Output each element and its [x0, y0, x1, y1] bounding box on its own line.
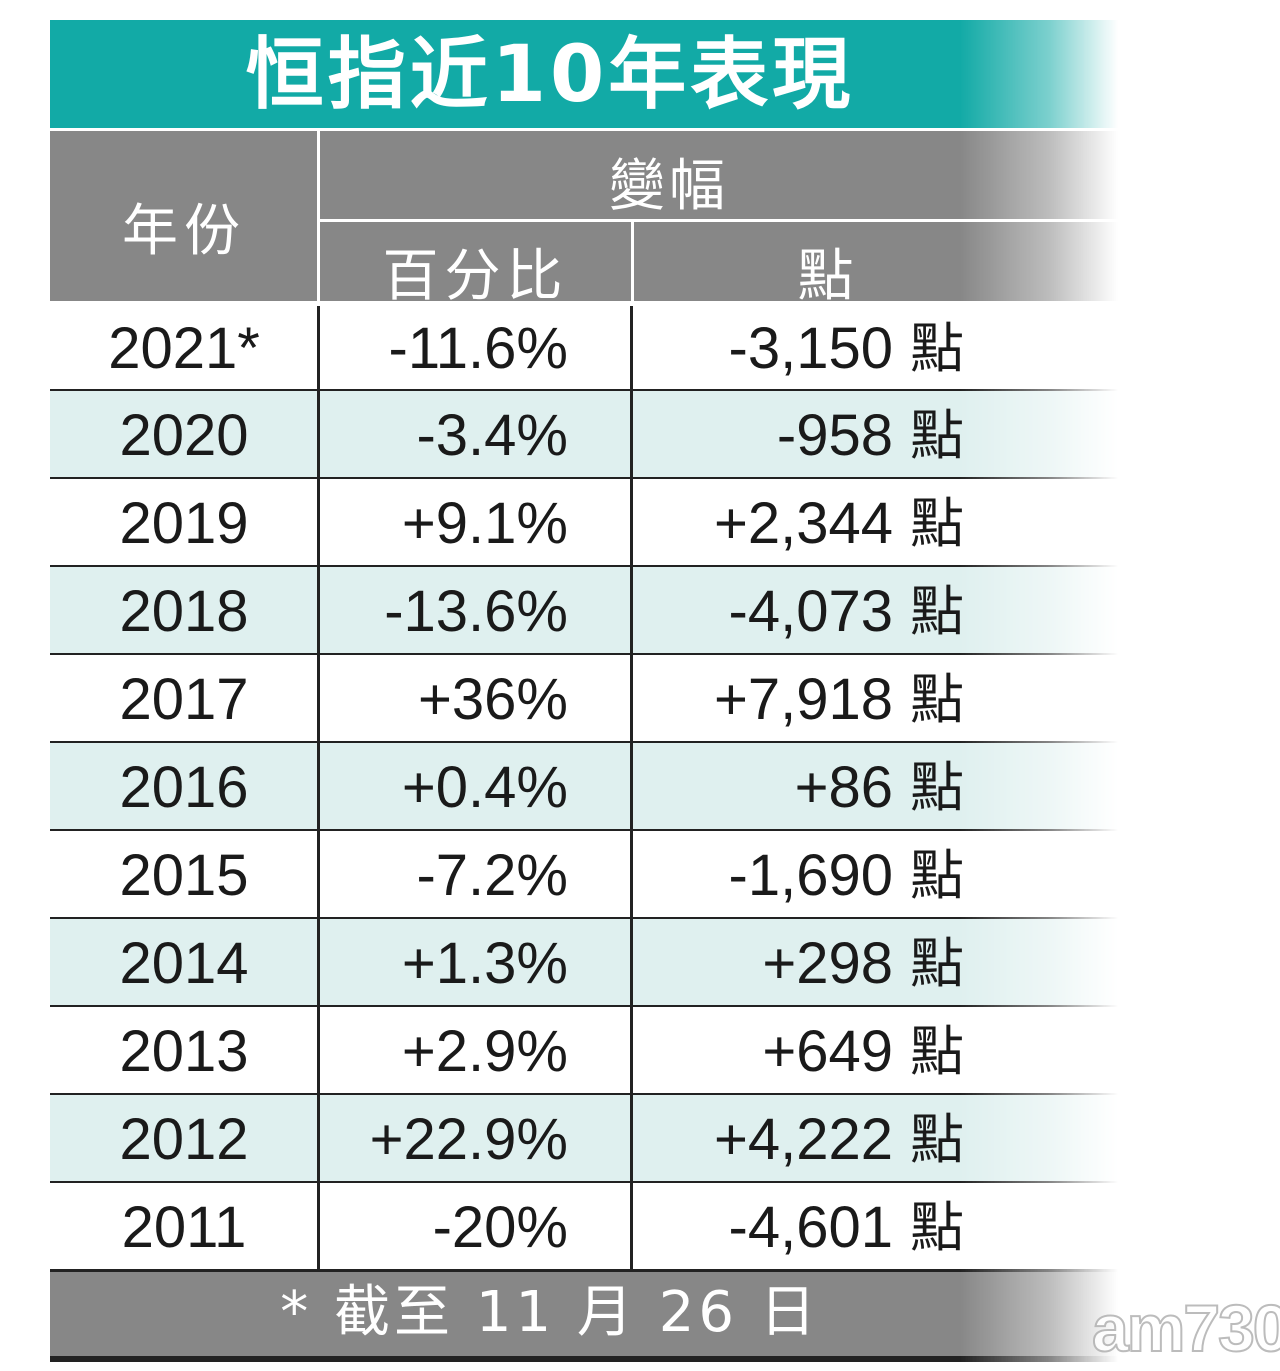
cell-points: -4,601 [728, 1195, 893, 1260]
header-divider [317, 131, 320, 301]
column-divider [317, 655, 320, 741]
table-row: 2011 -20% -4,601 點 [50, 1181, 1118, 1269]
table-row: 2018 -13.6% -4,073 點 [50, 565, 1118, 653]
column-divider [630, 1183, 633, 1269]
cell-unit: 點 [910, 404, 964, 467]
cell-year: 2021* [108, 316, 260, 381]
column-divider [630, 655, 633, 741]
cell-percent: -3.4% [416, 403, 568, 468]
cell-percent: -20% [432, 1195, 568, 1260]
cell-points: +649 [762, 1019, 893, 1084]
index-performance-table: 恒指近10年表現 年份 變幅 百分比 點 2021* -11.6% -3,150… [50, 20, 1118, 1362]
cell-year: 2012 [119, 1107, 249, 1172]
column-divider [630, 391, 633, 477]
column-divider [317, 1095, 320, 1181]
table-title: 恒指近10年表現 [245, 30, 855, 120]
column-divider [317, 831, 320, 917]
table-body: 2021* -11.6% -3,150 點 2020 -3.4% -958 點 … [50, 301, 1118, 1269]
cell-percent: +22.9% [369, 1107, 568, 1172]
header-divider [320, 219, 1118, 222]
column-divider [317, 1007, 320, 1093]
cell-percent: +2.9% [401, 1019, 568, 1084]
cell-percent: +36% [418, 667, 568, 732]
cell-year: 2017 [119, 667, 249, 732]
column-divider [630, 743, 633, 829]
cell-unit: 點 [910, 1020, 964, 1083]
column-divider [317, 567, 320, 653]
column-divider [630, 479, 633, 565]
cell-year: 2016 [119, 755, 249, 820]
cell-year: 2018 [119, 579, 249, 644]
table-row: 2014 +1.3% +298 點 [50, 917, 1118, 1005]
title-bar: 恒指近10年表現 [50, 20, 1118, 128]
column-divider [317, 919, 320, 1005]
cell-points: -4,073 [728, 579, 893, 644]
column-divider [630, 306, 633, 389]
table-row: 2021* -11.6% -3,150 點 [50, 301, 1118, 389]
table-row: 2015 -7.2% -1,690 點 [50, 829, 1118, 917]
header-change: 變幅 [609, 154, 729, 219]
column-divider [317, 479, 320, 565]
cell-points: +7,918 [713, 667, 893, 732]
cell-unit: 點 [910, 844, 964, 907]
column-divider [630, 1095, 633, 1181]
header-points: 點 [797, 244, 854, 309]
cell-points: +86 [794, 755, 893, 820]
cell-unit: 點 [910, 1196, 964, 1259]
column-divider [317, 391, 320, 477]
watermark-logo: am730 [1091, 1290, 1280, 1366]
cell-unit: 點 [910, 492, 964, 555]
column-divider [317, 1183, 320, 1269]
cell-unit: 點 [910, 932, 964, 995]
cell-year: 2011 [121, 1195, 247, 1260]
cell-points: -1,690 [728, 843, 893, 908]
cell-points: +2,344 [713, 491, 893, 556]
cell-points: +298 [762, 931, 893, 996]
cell-percent: +1.3% [401, 931, 568, 996]
cell-points: +4,222 [713, 1107, 893, 1172]
cell-percent: -11.6% [388, 316, 568, 381]
column-divider [317, 743, 320, 829]
cell-unit: 點 [910, 317, 964, 380]
table-row: 2019 +9.1% +2,344 點 [50, 477, 1118, 565]
cell-year: 2020 [119, 403, 249, 468]
cell-unit: 點 [910, 668, 964, 731]
table-row: 2012 +22.9% +4,222 點 [50, 1093, 1118, 1181]
cell-unit: 點 [910, 756, 964, 819]
table-footer: * 截至 11 月 26 日 [50, 1269, 1118, 1362]
cell-year: 2014 [119, 931, 249, 996]
column-divider [630, 831, 633, 917]
header-divider [631, 221, 634, 301]
cell-unit: 點 [910, 580, 964, 643]
cell-year: 2013 [119, 1019, 249, 1084]
table-row: 2017 +36% +7,918 點 [50, 653, 1118, 741]
table-header: 年份 變幅 百分比 點 [50, 128, 1118, 309]
header-year: 年份 [122, 199, 246, 264]
cell-points: -3,150 [728, 316, 893, 381]
column-divider [630, 567, 633, 653]
cell-points: -958 [776, 403, 893, 468]
column-divider [630, 919, 633, 1005]
column-divider [630, 1007, 633, 1093]
cell-unit: 點 [910, 1108, 964, 1171]
cell-percent: -13.6% [384, 579, 568, 644]
cell-year: 2015 [119, 843, 249, 908]
cell-percent: +9.1% [401, 491, 568, 556]
cell-year: 2019 [119, 491, 249, 556]
column-divider [317, 306, 320, 389]
cell-percent: +0.4% [401, 755, 568, 820]
footnote: * 截至 11 月 26 日 [280, 1280, 820, 1345]
cell-percent: -7.2% [416, 843, 568, 908]
table-row: 2016 +0.4% +86 點 [50, 741, 1118, 829]
header-percent: 百分比 [382, 244, 569, 309]
table-row: 2020 -3.4% -958 點 [50, 389, 1118, 477]
table-row: 2013 +2.9% +649 點 [50, 1005, 1118, 1093]
